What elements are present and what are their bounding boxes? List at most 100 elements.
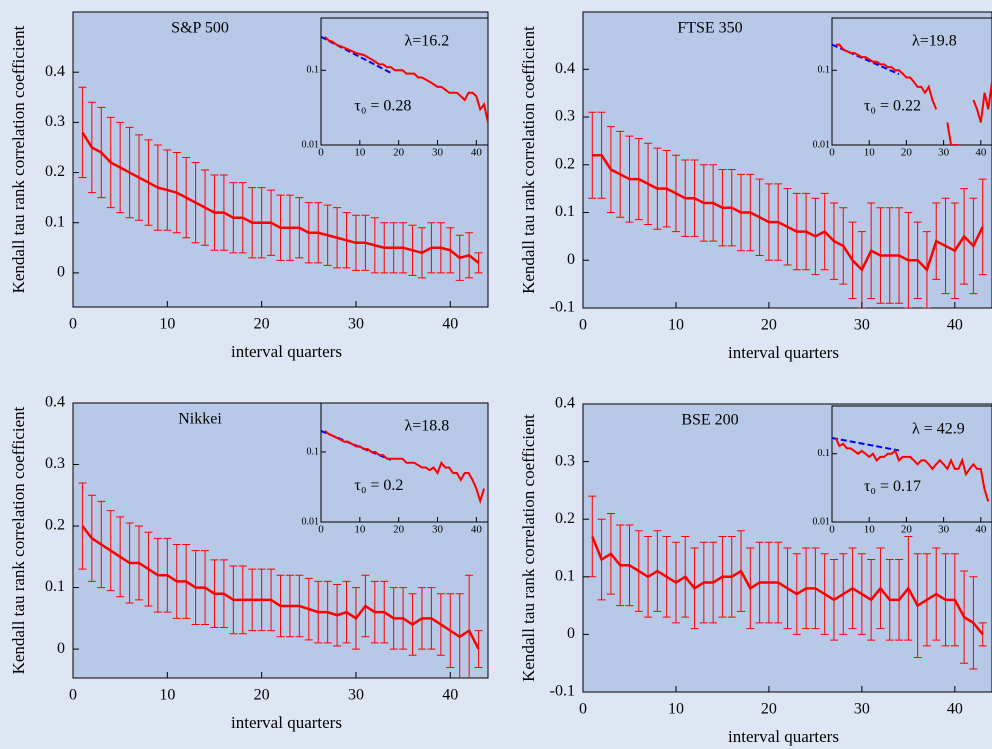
x-tick-label: 30	[348, 316, 364, 333]
y-tick-label: 0.3	[45, 113, 65, 130]
y-tick-label: 0	[57, 640, 65, 657]
inset-line	[835, 43, 992, 145]
inset-y-tick-label: 0.01	[302, 139, 320, 150]
inset-area	[831, 405, 992, 523]
y-tick-label: 0.1	[555, 567, 575, 584]
plot	[588, 111, 987, 308]
lambda-label: λ = 42.9	[912, 421, 965, 438]
inset-y-tick-label: 0.01	[813, 139, 831, 150]
inset-x-tick-label: 20	[901, 147, 913, 159]
inset-x-tick-label: 0	[318, 524, 324, 536]
tau-label: τ₀ = 0.2	[354, 477, 403, 494]
y-tick-label: -0.1	[550, 299, 575, 316]
x-axis-label: interval quarters	[728, 727, 839, 746]
y-tick-label: 0.1	[45, 578, 65, 595]
y-tick-label: 0	[567, 625, 575, 642]
tau-label: τ₀ = 0.22	[864, 98, 921, 115]
inset-x-tick-label: 10	[354, 524, 366, 536]
error-bar	[978, 622, 987, 647]
inset-y-tick-label: 0.1	[818, 448, 831, 459]
y-axis-label: Kendall tau rank correlation coefficient	[9, 25, 28, 293]
y-tick-label: 0.3	[555, 452, 575, 469]
inset-y-tick-label: 0.01	[302, 516, 320, 527]
y-axis-label: Kendall tau rank correlation coefficient	[519, 26, 538, 294]
y-tick-label: 0.1	[45, 213, 65, 230]
inset-x-tick-label: 10	[864, 524, 876, 536]
x-axis-label: interval quarters	[231, 713, 342, 732]
inset-x-tick-label: 20	[393, 147, 405, 159]
y-tick-label: 0.2	[555, 510, 575, 527]
plot	[78, 482, 483, 678]
x-tick-label: 10	[159, 687, 175, 704]
x-tick-label: 20	[761, 701, 777, 718]
lambda-label: λ=16.2	[405, 33, 450, 50]
x-tick-label: 20	[761, 317, 777, 334]
plot	[78, 86, 483, 281]
y-tick-label: 0.2	[45, 517, 65, 534]
x-tick-label: 30	[854, 317, 870, 334]
inset-x-tick-label: 0	[318, 147, 324, 159]
x-tick-label: 20	[254, 316, 270, 333]
chart-title: BSE 200	[681, 412, 738, 429]
mean-line	[592, 153, 984, 273]
x-tick-label: 40	[442, 687, 458, 704]
inset-x-tick-label: 30	[432, 147, 444, 159]
chart-title: Nikkei	[178, 411, 222, 428]
inset-x-tick-label: 0	[829, 147, 835, 159]
x-tick-label: 40	[947, 317, 963, 334]
y-tick-label: -0.1	[550, 683, 575, 700]
inset-y-tick-label: 0.1	[818, 65, 831, 76]
inset-line	[834, 437, 990, 502]
x-axis-label: interval quarters	[231, 342, 342, 361]
mean-line	[81, 131, 480, 264]
inset-line	[324, 36, 488, 123]
error-bar	[78, 482, 87, 570]
y-tick-label: 0.2	[45, 163, 65, 180]
inset-x-tick-label: 30	[432, 524, 444, 536]
x-axis-label: interval quarters	[728, 343, 839, 362]
inset-plot	[321, 429, 486, 505]
inset-x-tick-label: 40	[975, 524, 987, 536]
chart-title: S&P 500	[171, 20, 229, 37]
inset-plot	[832, 43, 992, 145]
x-tick-label: 40	[947, 701, 963, 718]
x-tick-label: 30	[348, 687, 364, 704]
inset-x-tick-label: 10	[864, 147, 876, 159]
y-tick-label: 0.4	[45, 63, 65, 80]
y-axis-label: Kendall tau rank correlation coefficient	[519, 414, 538, 682]
x-tick-label: 0	[69, 316, 77, 333]
y-tick-label: 0.1	[555, 203, 575, 220]
x-tick-label: 0	[579, 317, 587, 334]
x-tick-label: 0	[69, 687, 77, 704]
inset-x-tick-label: 20	[901, 524, 913, 536]
error-bar	[78, 86, 87, 179]
chart-title: FTSE 350	[677, 20, 742, 37]
inset-x-tick-label: 10	[354, 147, 366, 159]
inset-x-tick-label: 40	[471, 147, 483, 159]
y-tick-label: 0.4	[555, 395, 575, 412]
y-tick-label: 0.4	[555, 60, 575, 77]
x-tick-label: 30	[854, 701, 870, 718]
y-tick-label: 0.4	[45, 394, 65, 411]
y-tick-label: 0.3	[555, 108, 575, 125]
inset-y-tick-label: 0.01	[813, 516, 831, 527]
error-bar	[588, 495, 597, 578]
y-tick-label: 0	[57, 264, 65, 281]
inset-y-tick-label: 0.1	[307, 446, 320, 457]
plot	[588, 495, 987, 670]
inset-area	[320, 402, 489, 523]
inset-line	[324, 430, 486, 505]
mean-line	[591, 536, 984, 636]
inset-x-tick-label: 0	[829, 524, 835, 536]
mean-line	[81, 525, 480, 650]
inset-x-tick-label: 40	[975, 147, 987, 159]
x-tick-label: 10	[668, 701, 684, 718]
lambda-label: λ=18.8	[405, 418, 450, 435]
inset-y-tick-label: 0.1	[307, 65, 320, 76]
tau-label: τ₀ = 0.17	[864, 478, 921, 495]
inset-area	[320, 17, 489, 146]
inset-x-tick-label: 30	[938, 147, 950, 159]
fit-line	[832, 437, 900, 452]
x-tick-label: 40	[442, 316, 458, 333]
